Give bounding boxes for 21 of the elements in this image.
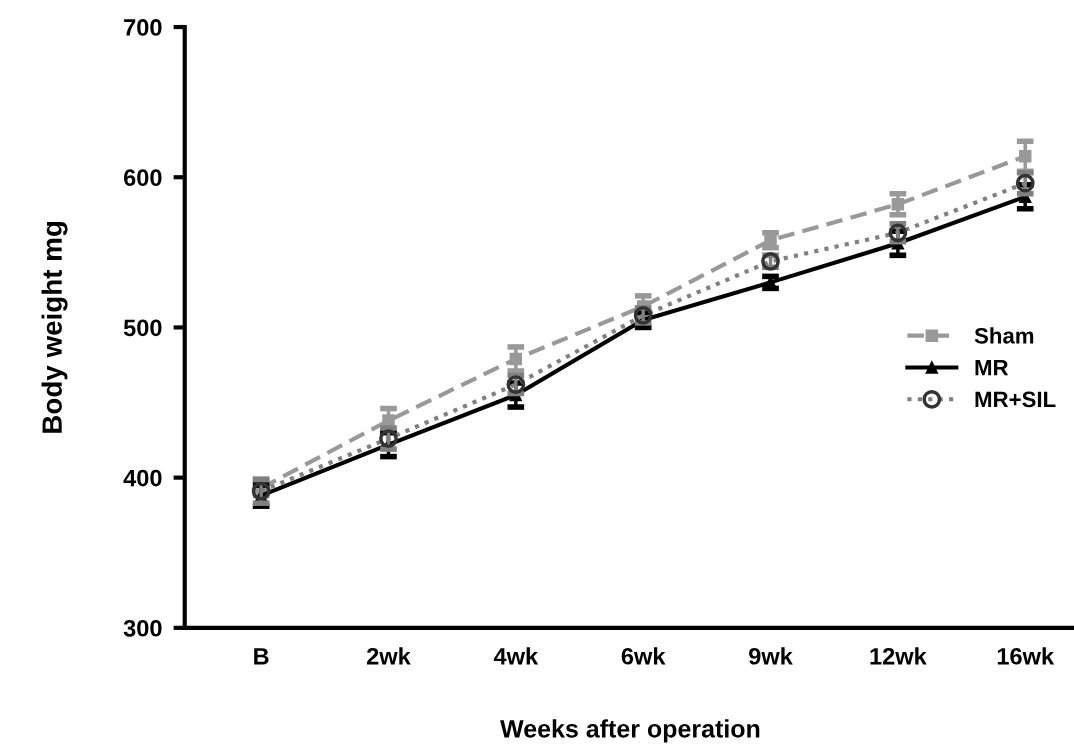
- y-tick-label: 600: [123, 169, 162, 187]
- y-axis-title: Body weight mg: [41, 222, 68, 433]
- point: [891, 198, 905, 211]
- point: [1018, 149, 1032, 163]
- x-tick-label: 16wk: [997, 647, 1055, 665]
- legend-label: Sham: [974, 327, 1034, 344]
- y-tick-label: 500: [123, 319, 162, 337]
- y-tick-label: 700: [124, 19, 162, 36]
- x-tick-label: 9wk: [749, 647, 793, 665]
- point: [509, 352, 523, 366]
- y-tick-label: 300: [123, 619, 162, 637]
- point: [382, 414, 395, 427]
- x-tick-label: 6wk: [621, 647, 666, 665]
- x-axis-title: Weeks after operation: [500, 719, 760, 743]
- x-tick-label: B: [254, 648, 269, 665]
- x-tick-label: 2wk: [366, 647, 411, 665]
- x-tick-label: 4wk: [493, 647, 539, 665]
- x-tick-label: 12wk: [870, 647, 927, 665]
- legend-label: MR+SIL: [975, 391, 1056, 408]
- legend-label: MR: [975, 359, 1009, 376]
- y-tick-label: 400: [123, 469, 162, 487]
